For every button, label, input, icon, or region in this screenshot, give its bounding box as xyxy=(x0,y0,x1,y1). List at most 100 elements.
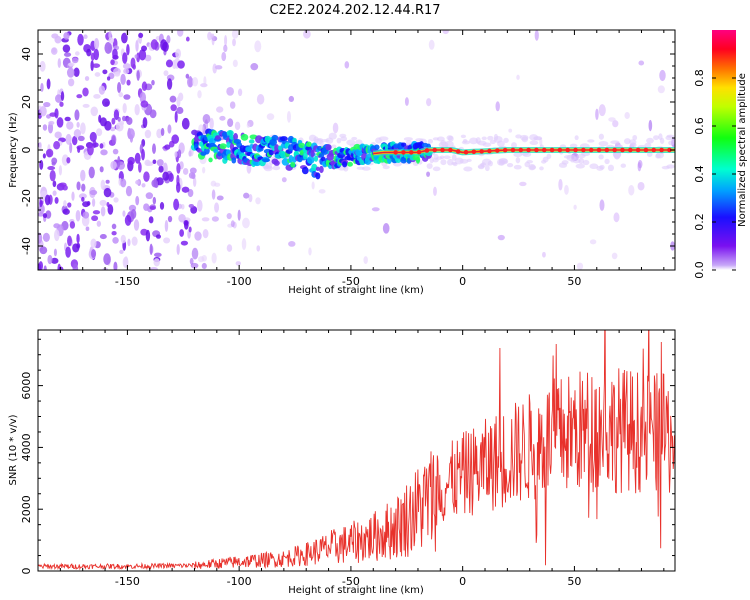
noise-blob xyxy=(637,181,645,191)
noise-blob xyxy=(99,234,107,240)
noise-blob xyxy=(52,190,57,196)
noise-blob xyxy=(214,182,221,187)
noise-blob xyxy=(325,137,334,144)
noise-blob xyxy=(67,235,72,247)
noise-blob xyxy=(93,93,101,99)
x-tick-label: -100 xyxy=(227,575,252,588)
signal-blob xyxy=(226,141,231,148)
y-tick-label: 6000 xyxy=(20,372,33,400)
noise-blob xyxy=(539,166,544,171)
noise-blob xyxy=(226,212,232,220)
noise-blob xyxy=(104,41,113,54)
noise-blob xyxy=(493,136,503,143)
noise-blob xyxy=(181,186,190,193)
y-tick-label: 0 xyxy=(20,568,33,575)
noise-blob xyxy=(40,82,44,92)
noise-blob xyxy=(144,159,151,166)
noise-blob xyxy=(178,213,186,223)
noise-blob xyxy=(122,210,126,217)
signal-blob xyxy=(233,133,238,141)
noise-blob xyxy=(113,109,120,121)
signal-blob xyxy=(301,166,309,175)
noise-blob xyxy=(165,59,173,68)
noise-blob xyxy=(515,157,521,164)
noise-blob xyxy=(462,138,468,144)
spectrogram-panel: -150 -100 -50 0 50 -40 -20 0 20 40 Height of str… xyxy=(8,29,676,296)
noise-blob xyxy=(176,244,180,255)
noise-blob xyxy=(604,158,610,165)
noise-blob xyxy=(173,198,180,211)
noise-blob xyxy=(598,133,604,140)
noise-blob xyxy=(286,110,291,123)
noise-blob xyxy=(265,162,273,170)
noise-blob xyxy=(169,95,177,103)
noise-blob xyxy=(38,212,45,217)
noise-blob xyxy=(214,202,220,213)
noise-blob xyxy=(230,220,235,228)
noise-blob xyxy=(58,266,64,270)
signal-blob xyxy=(298,142,306,149)
noise-blob xyxy=(65,133,72,145)
noise-blob xyxy=(49,169,56,182)
colorbar: 0.0 0.2 0.4 0.6 0.8 Normalized spectral ampl… xyxy=(693,30,748,279)
colorbar-tick-label: 0.6 xyxy=(693,117,706,135)
noise-blob xyxy=(440,159,447,166)
noise-blob xyxy=(142,117,148,128)
noise-blob xyxy=(446,135,454,141)
noise-blob xyxy=(160,39,168,51)
noise-blob xyxy=(227,118,234,127)
noise-blob xyxy=(54,131,62,139)
noise-blob xyxy=(123,94,131,100)
noise-blob xyxy=(38,141,42,151)
signal-peak-dot xyxy=(448,147,453,153)
noise-blob xyxy=(71,135,78,146)
noise-blob xyxy=(85,226,90,231)
noise-blob xyxy=(71,191,75,201)
noise-blob xyxy=(188,75,193,88)
noise-blob xyxy=(77,135,85,142)
noise-blob xyxy=(513,152,523,158)
noise-blob xyxy=(129,134,134,143)
noise-blob xyxy=(243,192,250,199)
signal-peak-dot xyxy=(408,150,414,155)
noise-blob xyxy=(351,136,358,141)
noise-blob xyxy=(188,150,192,157)
noise-blob xyxy=(194,231,202,241)
noise-blob xyxy=(534,30,539,41)
noise-blob xyxy=(39,246,48,255)
noise-blob xyxy=(95,128,103,137)
y-tick-label: -40 xyxy=(20,237,33,255)
signal-peak-dot xyxy=(479,149,484,154)
signal-blob xyxy=(315,172,321,180)
noise-blob xyxy=(124,214,132,226)
signal-blob xyxy=(248,139,255,144)
noise-blob xyxy=(336,137,342,144)
signal-blob xyxy=(374,144,380,150)
noise-blob xyxy=(134,54,138,59)
signal-blob xyxy=(208,157,213,163)
noise-blob xyxy=(102,98,110,107)
noise-blob xyxy=(188,172,196,179)
noise-blob xyxy=(151,179,159,188)
noise-blob xyxy=(75,51,80,56)
noise-blob xyxy=(50,257,59,264)
noise-blob xyxy=(141,45,148,52)
signal-blob xyxy=(305,141,312,148)
signal-blob xyxy=(213,148,219,154)
noise-blob xyxy=(63,32,70,40)
noise-blob xyxy=(99,117,107,127)
noise-blob xyxy=(611,252,618,260)
noise-blob xyxy=(318,189,326,194)
noise-blob xyxy=(495,101,500,112)
noise-blob xyxy=(198,256,205,263)
noise-blob xyxy=(201,262,207,270)
noise-blob xyxy=(145,192,154,200)
noise-blob xyxy=(39,159,44,170)
noise-blob xyxy=(126,79,131,86)
signal-peak-dot xyxy=(596,147,602,153)
noise-blob xyxy=(60,91,65,101)
signal-peak-dot xyxy=(432,147,438,153)
signal-blob xyxy=(319,165,324,174)
noise-blob xyxy=(541,159,547,164)
